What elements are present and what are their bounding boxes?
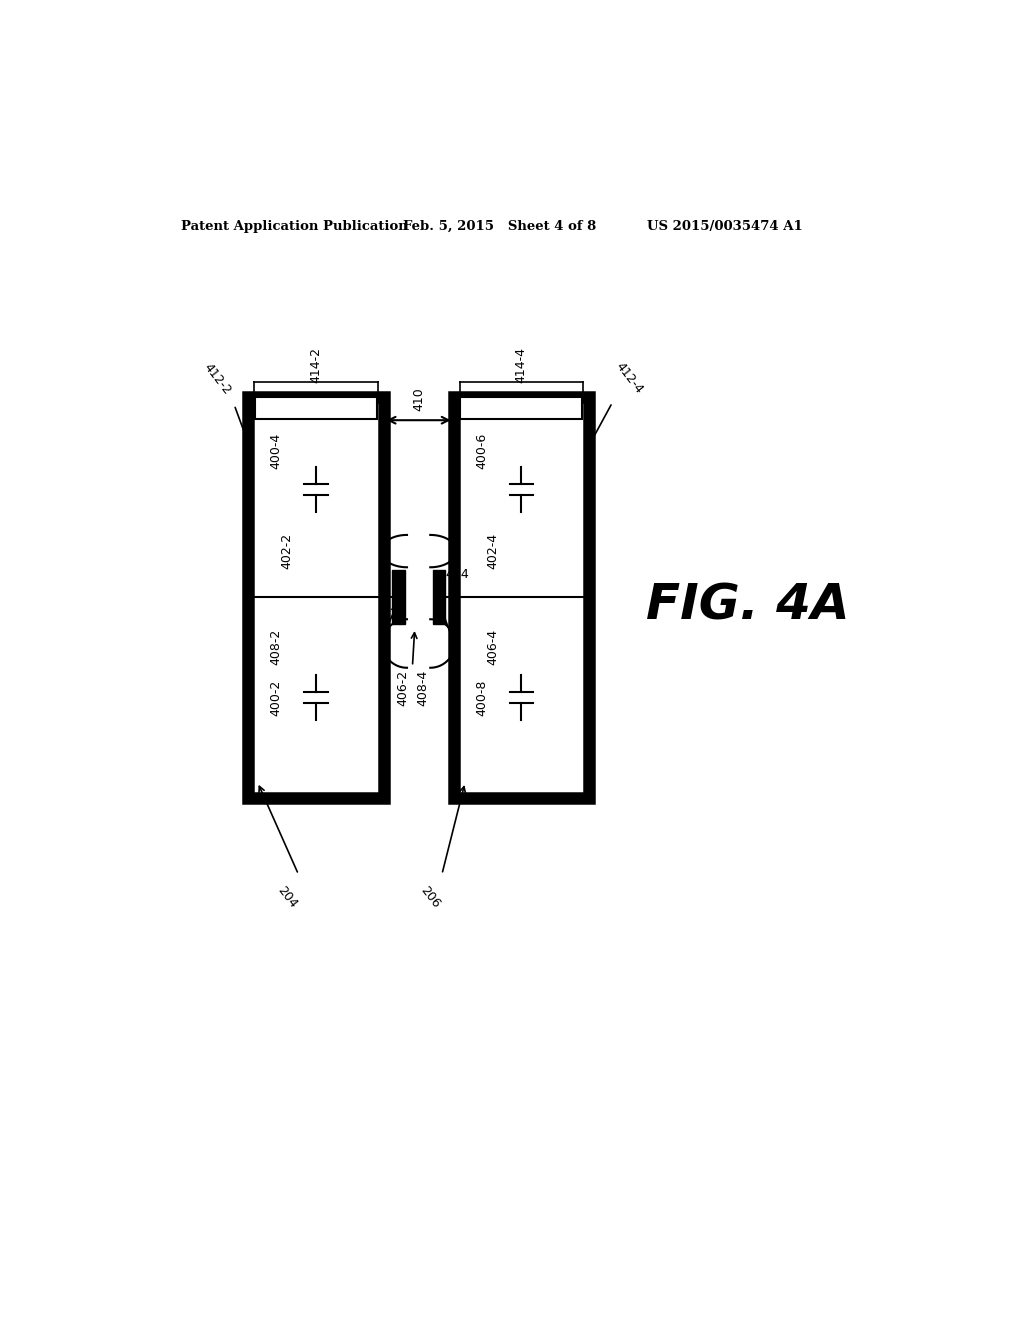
Text: 400-8: 400-8 (475, 680, 488, 715)
Text: 410: 410 (412, 387, 425, 411)
Text: 204: 204 (274, 884, 299, 911)
Text: 400-6: 400-6 (475, 433, 488, 469)
Polygon shape (255, 397, 377, 418)
Text: 412-4: 412-4 (613, 359, 645, 396)
Text: 412-2: 412-2 (201, 362, 233, 397)
Text: 400-2: 400-2 (270, 680, 283, 715)
Text: 406-2: 406-2 (396, 671, 410, 706)
Bar (432, 570, 445, 624)
Text: 406-4: 406-4 (486, 630, 499, 665)
Text: 414-2: 414-2 (309, 347, 323, 383)
Text: 408-2: 408-2 (270, 630, 283, 665)
Text: 400-4: 400-4 (270, 433, 283, 469)
Text: 408-4: 408-4 (416, 671, 429, 706)
Text: Patent Application Publication: Patent Application Publication (180, 219, 408, 232)
Text: US 2015/0035474 A1: US 2015/0035474 A1 (647, 219, 803, 232)
Text: 402-2: 402-2 (281, 533, 294, 569)
Text: Feb. 5, 2015   Sheet 4 of 8: Feb. 5, 2015 Sheet 4 of 8 (403, 219, 596, 232)
Text: 414-4: 414-4 (515, 347, 527, 383)
Bar (392, 570, 404, 624)
Text: 206: 206 (418, 884, 442, 911)
Polygon shape (461, 397, 583, 418)
Text: FIG. 4A: FIG. 4A (646, 581, 850, 630)
Text: 404: 404 (445, 568, 469, 581)
Text: 402-4: 402-4 (486, 533, 499, 569)
